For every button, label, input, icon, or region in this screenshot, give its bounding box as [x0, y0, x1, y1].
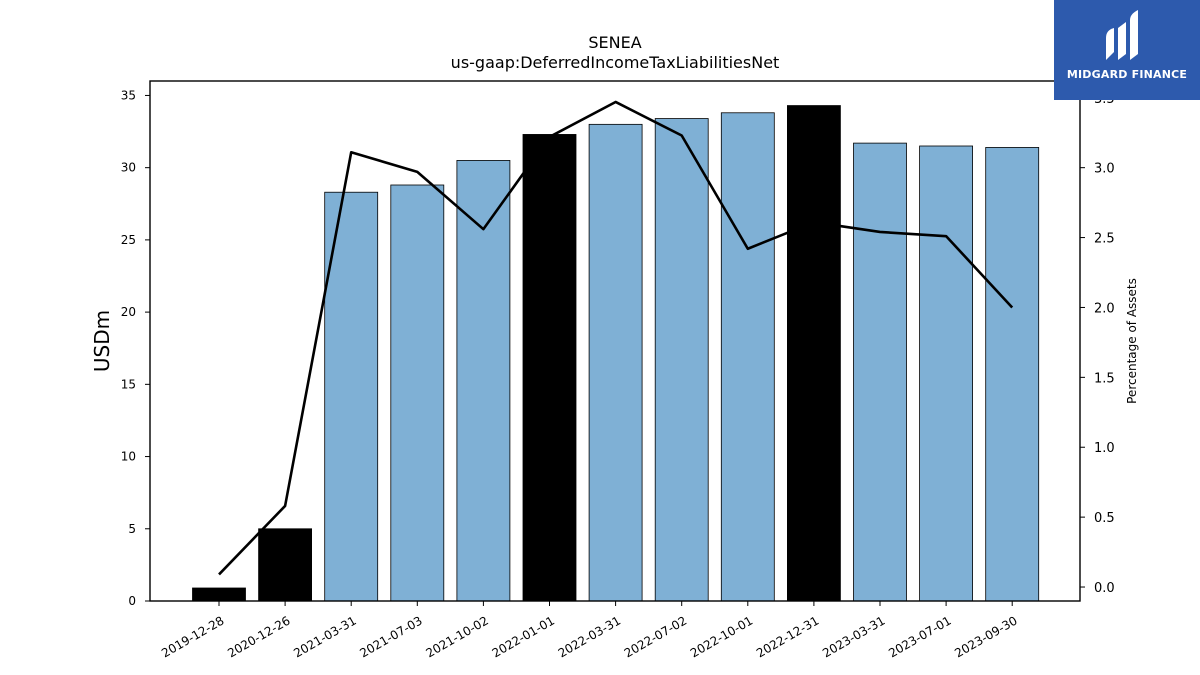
- x-tick-label: 2020-12-26: [225, 613, 292, 660]
- y-tick-label: 15: [121, 377, 136, 391]
- bar-2020-12-26: [258, 528, 313, 602]
- bar-2023-07-01: [919, 145, 973, 602]
- x-tick-label: 2021-03-31: [291, 613, 358, 660]
- bar-2022-01-01: [522, 134, 577, 602]
- x-tick-label: 2019-12-28: [159, 613, 226, 660]
- x-tick-label: 2021-10-02: [423, 613, 490, 660]
- y2-axis-label: Percentage of Assets: [1125, 278, 1139, 404]
- bar-2021-10-02: [456, 160, 511, 602]
- x-axis: 2019-12-282020-12-262021-03-312021-07-03…: [159, 601, 1020, 660]
- y-tick-label: 10: [121, 450, 136, 464]
- y2-tick-label: 1.0: [1094, 441, 1115, 456]
- logo-mark-icon: [1106, 10, 1138, 60]
- x-tick-label: 2022-03-31: [556, 613, 623, 660]
- line-group: [218, 100, 1014, 576]
- y-tick-label: 5: [128, 522, 136, 536]
- y-tick-label: 25: [121, 233, 136, 247]
- bar-2022-12-31: [787, 105, 841, 602]
- logo-text: MIDGARD FINANCE: [1066, 68, 1188, 81]
- y-axis-left: 0 5 10 15 20 25 30 35: [121, 88, 150, 608]
- bar-2022-03-31: [588, 123, 643, 602]
- chart-title: SENEA: [588, 33, 641, 52]
- y-axis-right: 0.00.51.01.52.02.53.03.5: [1080, 92, 1115, 596]
- y2-tick-label: 1.5: [1094, 371, 1115, 386]
- x-tick-label: 2022-10-01: [688, 613, 755, 660]
- bar-2021-07-03: [390, 184, 445, 602]
- bar-2021-03-31: [324, 191, 379, 602]
- x-tick-label: 2023-09-30: [952, 613, 1019, 660]
- plot-frame: [149, 80, 1081, 602]
- chart-subtitle: us-gaap:DeferredIncomeTaxLiabilitiesNet: [451, 53, 780, 72]
- y-tick-label: 0: [128, 594, 136, 608]
- y-axis-label: USDm: [90, 310, 114, 372]
- y2-tick-label: 2.5: [1094, 232, 1115, 247]
- bar-2023-03-31: [853, 142, 907, 602]
- y2-tick-label: 0.0: [1094, 581, 1115, 596]
- brand-logo: MIDGARD FINANCE: [1054, 0, 1200, 100]
- x-tick-label: 2022-07-02: [622, 613, 689, 660]
- x-tick-label: 2022-12-31: [754, 613, 821, 660]
- x-tick-label: 2023-03-31: [820, 613, 887, 660]
- bars-group: [192, 105, 1040, 602]
- bar-2022-10-01: [720, 112, 775, 602]
- y2-tick-label: 0.5: [1094, 511, 1115, 526]
- y2-tick-label: 3.0: [1094, 162, 1115, 177]
- bar-2022-07-02: [654, 118, 709, 602]
- bar-2019-12-28: [192, 587, 246, 602]
- x-tick-label: 2023-07-01: [886, 613, 953, 660]
- y-tick-label: 30: [121, 161, 136, 175]
- percentage-line: [218, 100, 1014, 576]
- y-tick-label: 20: [121, 305, 136, 319]
- y2-tick-label: 2.0: [1094, 301, 1115, 316]
- x-tick-label: 2022-01-01: [490, 613, 557, 660]
- bar-2023-09-30: [985, 147, 1040, 602]
- x-tick-label: 2021-07-03: [357, 613, 424, 660]
- y-tick-label: 35: [121, 88, 136, 102]
